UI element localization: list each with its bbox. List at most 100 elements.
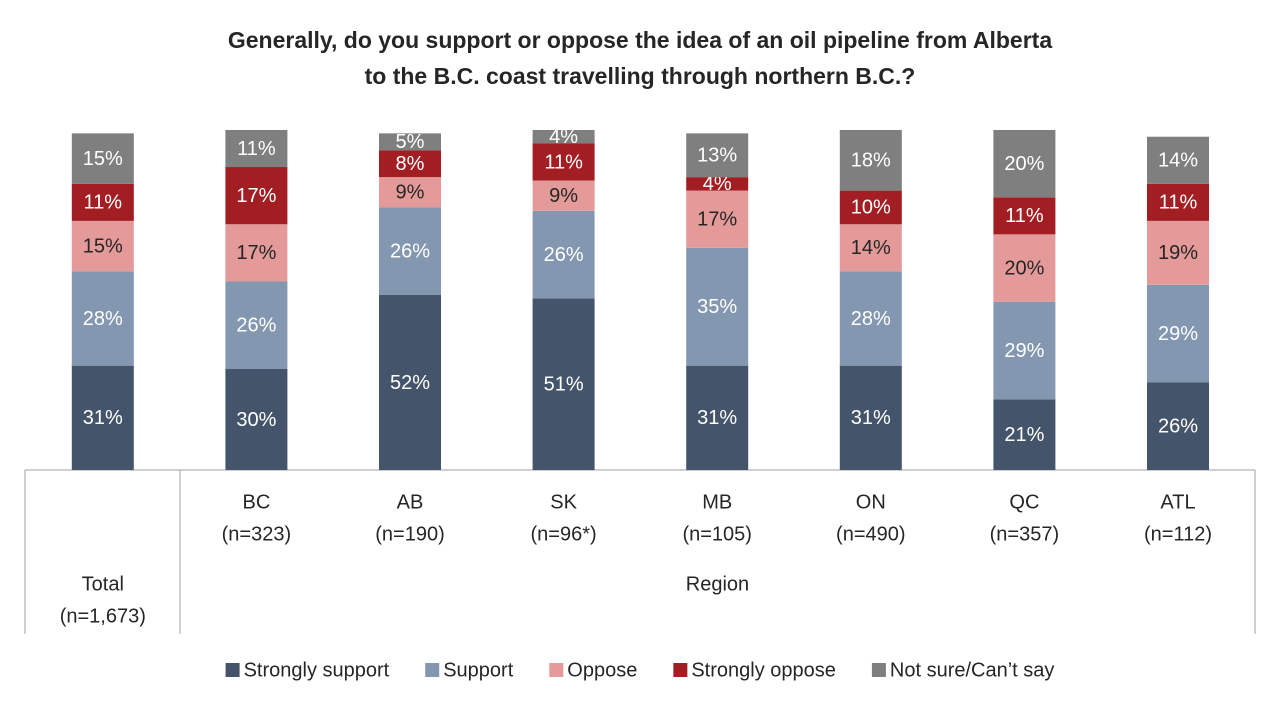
bar-segment [532, 298, 595, 470]
x-tick-label: ATL [1160, 491, 1195, 513]
bar-segment [379, 133, 441, 151]
x-tick-label: ON [856, 491, 886, 513]
data-label: 9% [549, 185, 578, 207]
bar-segment [71, 271, 134, 366]
bar-segment [532, 210, 595, 299]
data-label: 18% [851, 150, 891, 172]
bar-segment [839, 271, 902, 366]
bar-segment [686, 177, 749, 191]
x-tick-label: AB [397, 491, 424, 513]
bar-segment [71, 365, 134, 470]
x-tick-sublabel: (n=323) [222, 523, 292, 545]
data-label: 10% [851, 197, 891, 219]
data-label: 14% [851, 237, 891, 259]
x-tick-label: SK [550, 491, 577, 513]
data-label: 35% [697, 296, 737, 318]
data-label: 14% [1158, 150, 1198, 172]
data-label: 15% [83, 235, 123, 257]
bar-segment [225, 369, 288, 470]
data-label: 31% [697, 407, 737, 429]
bar-segment [686, 365, 749, 470]
data-label: 11% [544, 151, 583, 173]
bar-segment [839, 224, 902, 272]
bar-segment [993, 301, 1056, 400]
bar-segment [839, 130, 902, 191]
x-tick-label: Total [82, 573, 124, 595]
group-label: Region [686, 573, 749, 595]
x-tick-sublabel: (n=357) [990, 523, 1060, 545]
x-tick-label: MB [702, 491, 732, 513]
bar-segment [1147, 284, 1209, 383]
data-label: 13% [697, 145, 737, 167]
x-tick-sublabel: (n=190) [375, 523, 445, 545]
bar-segment [532, 180, 595, 211]
data-label: 30% [236, 409, 276, 431]
data-label: 11% [1005, 205, 1044, 227]
data-label: 28% [83, 308, 123, 330]
data-label: 26% [236, 315, 276, 337]
x-tick-sublabel: (n=96*) [531, 523, 597, 545]
legend-label: Support [443, 659, 513, 681]
data-label: 52% [390, 372, 430, 394]
legend-label: Strongly oppose [691, 659, 836, 681]
data-label: 4% [703, 173, 732, 195]
x-tick-label: BC [243, 491, 271, 513]
data-label: 11% [237, 138, 276, 160]
data-label: 51% [544, 373, 584, 395]
data-label: 20% [1004, 153, 1044, 175]
chart-title: Generally, do you support or oppose the … [228, 27, 1052, 53]
chart-title: to the B.C. coast travelling through nor… [365, 63, 916, 89]
data-label: 9% [396, 182, 425, 204]
bar-segment [225, 224, 288, 282]
bar-segment [71, 220, 134, 272]
data-label: 11% [84, 192, 123, 214]
bar-segment [225, 281, 288, 370]
data-label: 31% [83, 407, 123, 429]
bar-segment [379, 294, 441, 470]
data-label: 21% [1004, 424, 1044, 446]
legend-swatch [225, 663, 240, 677]
data-label: 29% [1004, 340, 1044, 362]
legend-swatch [871, 663, 886, 677]
legend-swatch [673, 663, 688, 677]
bar-segment [1147, 382, 1209, 470]
data-label: 17% [236, 242, 276, 264]
bar-segment [532, 130, 595, 144]
bar-segment [839, 365, 902, 470]
data-label: 4% [549, 126, 578, 148]
bar-segment [532, 143, 595, 181]
data-label: 26% [544, 244, 584, 266]
data-label: 5% [396, 131, 425, 153]
data-label: 26% [390, 240, 430, 262]
bar-segment [839, 190, 902, 225]
data-label: 29% [1158, 323, 1198, 345]
bar-segment [225, 130, 288, 168]
bar-segment [225, 167, 288, 225]
bar-segment [686, 247, 749, 366]
data-label: 15% [83, 148, 123, 170]
bar-segment [1147, 220, 1209, 285]
bar-segment [993, 197, 1056, 235]
x-tick-sublabel: (n=105) [682, 523, 752, 545]
legend-label: Not sure/Can’t say [890, 659, 1055, 681]
legend-swatch [425, 663, 440, 677]
x-tick-sublabel: (n=1,673) [60, 605, 146, 627]
data-label: 28% [851, 308, 891, 330]
legend-label: Strongly support [244, 659, 390, 681]
data-label: 19% [1158, 242, 1198, 264]
bar-segment [379, 207, 441, 295]
bar-segment [993, 399, 1056, 470]
data-label: 11% [1159, 192, 1198, 214]
data-label: 8% [396, 153, 425, 175]
legend-label: Oppose [567, 659, 637, 681]
x-tick-label: QC [1009, 491, 1039, 513]
legend-swatch [549, 663, 564, 677]
x-tick-sublabel: (n=112) [1144, 523, 1212, 545]
data-label: 26% [1158, 416, 1198, 438]
data-label: 17% [697, 208, 737, 230]
data-label: 17% [236, 185, 276, 207]
bar-segment [686, 133, 749, 178]
bar-segment [71, 133, 134, 184]
bar-segment [993, 234, 1056, 302]
